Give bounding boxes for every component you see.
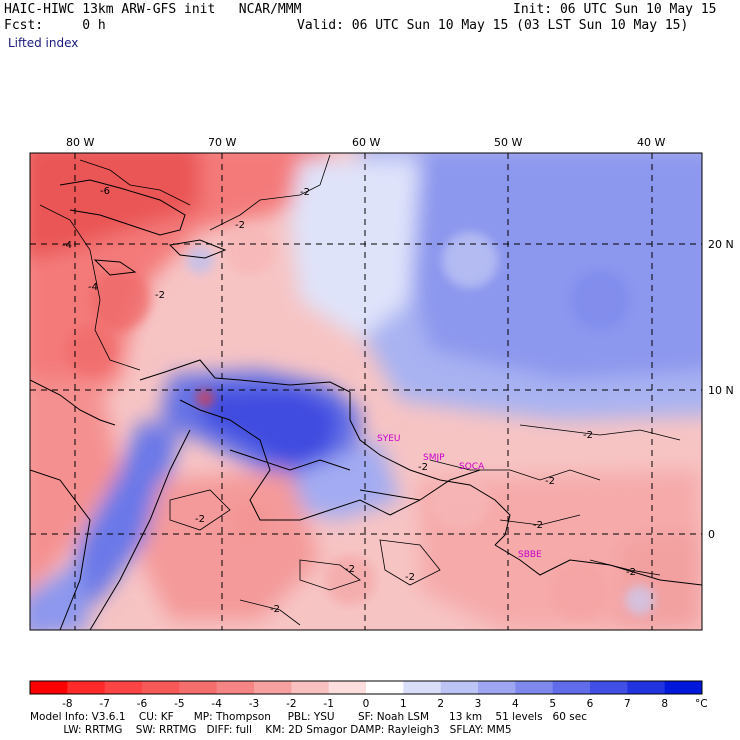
station-label: SMJP [423,453,445,463]
map-frame [29,152,703,631]
colorbar-tick-label: -3 [249,698,259,710]
contour-label: -2 [235,220,245,231]
colorbar-swatch [627,681,666,694]
colorbar-swatch [328,681,367,694]
colorbar-tick-label: -2 [286,698,296,710]
colorbar-swatch [440,681,479,694]
colorbar-tick-label: 0 [363,698,370,710]
lon-label: 80 W [66,136,94,149]
model-info-line2: LW: RRTMG SW: RRTMG DIFF: full KM: 2D Sm… [30,724,512,736]
lon-label: 60 W [352,136,380,149]
contour-lines [39,154,681,626]
colorbar-tick-label: -4 [211,698,222,710]
lat-label: 0 [708,528,715,541]
colorbar-swatch [179,681,218,694]
lifted-index-field [30,153,702,630]
colorbar-swatch [366,681,404,694]
lon-label: 40 W [637,136,665,149]
field-title: Lifted index [8,36,79,50]
colorbar-tick-label: -5 [174,698,184,710]
lon-label: 70 W [208,136,236,149]
colorbar-swatch [664,681,703,694]
contour-label: -2 [345,564,355,575]
colorbar-swatch [216,681,255,694]
colorbar-swatch [478,681,516,694]
valid-time: Valid: 06 UTC Sun 10 May 15 (03 LST Sun … [297,18,689,33]
station-label: SBBE [518,550,542,560]
contour-label: -2 [195,514,205,525]
lat-lon-grid [30,153,702,630]
colorbar-tick-label: -1 [323,698,333,710]
contour-label: -4 [62,240,72,251]
colorbar-swatch [403,681,442,694]
contour-label: -6 [100,186,110,197]
lat-label: 20 N [708,238,734,251]
colorbar-tick-label: 6 [587,698,594,710]
colorbar [30,681,703,694]
colorbar-swatch [254,681,292,694]
contour-label: -2 [155,290,165,301]
colorbar-swatch [67,681,106,694]
colorbar-swatch [104,681,143,694]
colorbar-tick-label: -8 [62,698,72,710]
colorbar-frame [29,680,703,695]
lat-label: 10 N [708,384,734,397]
colorbar-swatch [291,681,330,694]
contour-label: -2 [583,430,593,441]
colorbar-tick-label: -6 [137,698,148,710]
colorbar-tick-label: 7 [624,698,631,710]
colorbar-swatch [515,681,554,694]
coastlines [30,179,702,630]
colorbar-ticks: -8 -7 -6 -5 -4 -3 -2 -1 0 1 2 3 4 5 6 7 8 [62,698,668,710]
contour-label: -2 [545,476,555,487]
colorbar-swatch [590,681,628,694]
colorbar-swatch [552,681,591,694]
colorbar-tick-label: 5 [549,698,556,710]
contour-label: -2 [418,462,428,473]
contour-label: -2 [270,604,280,615]
colorbar-tick-label: -7 [99,698,109,710]
station-label: SOCA [459,462,485,472]
lon-label: 50 W [494,136,522,149]
model-info-line1: Model Info: V3.6.1 CU: KF MP: Thompson P… [30,711,587,723]
colorbar-tick-label: 8 [661,698,668,710]
colorbar-swatch [142,681,180,694]
colorbar-tick-label: 3 [475,698,482,710]
contour-label: -2 [626,567,636,578]
contour-label: -2 [300,187,310,198]
init-time: Init: 06 UTC Sun 10 May 15 [513,2,717,17]
station-label: SYEU [377,434,400,444]
forecast-hour: Fcst: 0 h [4,18,106,33]
colorbar-unit: °C [695,698,708,710]
contour-label: -2 [405,572,415,583]
colorbar-tick-label: 1 [400,698,407,710]
contour-label: -2 [533,520,543,531]
model-title: HAIC-HIWC 13km ARW-GFS init NCAR/MMM [4,2,302,17]
contour-label: -4 [88,282,98,293]
colorbar-swatch [30,681,68,694]
colorbar-tick-label: 4 [512,698,519,710]
colorbar-tick-label: 2 [437,698,444,710]
